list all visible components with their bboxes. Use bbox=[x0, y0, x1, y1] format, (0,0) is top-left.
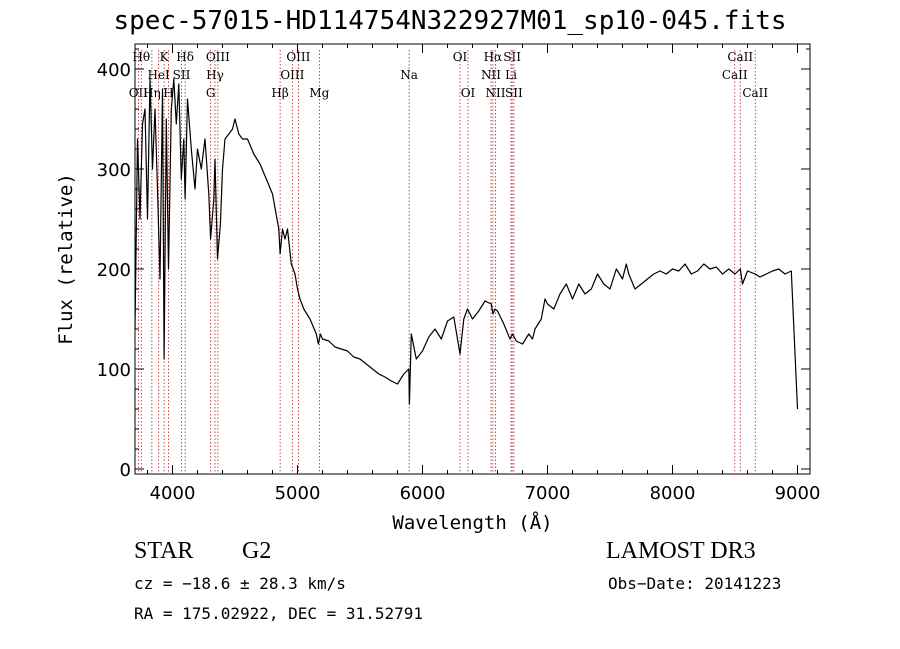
line-marker-label: OI bbox=[461, 86, 476, 100]
line-marker-label: Hδ bbox=[176, 50, 194, 64]
line-marker-label: Hθ bbox=[132, 50, 150, 64]
line-marker-label: Hβ bbox=[271, 86, 288, 100]
x-tick-label: 9000 bbox=[775, 483, 821, 504]
object-class: STAR bbox=[134, 538, 194, 564]
line-marker-label: OII bbox=[129, 86, 149, 100]
chart-title: spec-57015-HD114754N322927M01_sp10-045.f… bbox=[113, 6, 787, 36]
x-axis-label: Wavelength (Å) bbox=[392, 511, 552, 534]
line-marker-label: SII bbox=[505, 86, 523, 100]
x-tick-label: 6000 bbox=[400, 483, 446, 504]
y-tick-label: 100 bbox=[97, 360, 131, 381]
line-marker-label: G bbox=[206, 86, 216, 100]
x-tick-label: 7000 bbox=[525, 483, 571, 504]
y-tick-label: 400 bbox=[97, 60, 131, 81]
line-marker-label: NII bbox=[486, 86, 506, 100]
x-tick-label: 8000 bbox=[650, 483, 696, 504]
redshift-text: cz = −18.6 ± 28.3 km/s bbox=[134, 574, 346, 593]
line-marker-label: CaII bbox=[722, 68, 748, 82]
line-marker-label: Na bbox=[400, 68, 418, 82]
spectrum-line bbox=[134, 78, 799, 410]
y-tick-label: 0 bbox=[120, 460, 131, 481]
line-marker-label: OIII bbox=[206, 50, 230, 64]
line-marker-label: Hα bbox=[484, 50, 503, 64]
line-marker-label: SII bbox=[173, 68, 191, 82]
line-marker-label: Li bbox=[505, 68, 517, 82]
line-marker-label: NII bbox=[481, 68, 501, 82]
y-tick-label: 300 bbox=[97, 160, 131, 181]
line-marker-label: OIII bbox=[286, 50, 310, 64]
line-marker-label: Hη bbox=[143, 86, 161, 100]
line-marker-label: H bbox=[163, 86, 173, 100]
line-marker-label: K bbox=[160, 50, 170, 64]
line-marker-label: OIII bbox=[280, 68, 304, 82]
line-marker-label: CaII bbox=[742, 86, 768, 100]
line-marker-label: HeI bbox=[147, 68, 170, 82]
line-marker-label: SII bbox=[503, 50, 521, 64]
object-subclass: G2 bbox=[242, 538, 272, 564]
y-tick-label: 200 bbox=[97, 260, 131, 281]
x-tick-label: 4000 bbox=[150, 483, 196, 504]
line-marker-label: Mg bbox=[309, 86, 329, 100]
x-tick-label: 5000 bbox=[275, 483, 321, 504]
obs-date-text: Obs−Date: 20141223 bbox=[608, 574, 782, 593]
survey-name: LAMOST DR3 bbox=[606, 538, 756, 564]
line-marker-label: OI bbox=[453, 50, 468, 64]
coordinates-text: RA = 175.02922, DEC = 31.52791 bbox=[134, 604, 423, 623]
plot-frame bbox=[134, 43, 811, 475]
line-marker-label: Hγ bbox=[206, 68, 224, 82]
y-axis-label: Flux (relative) bbox=[55, 173, 77, 345]
line-marker-label: CaII bbox=[727, 50, 753, 64]
